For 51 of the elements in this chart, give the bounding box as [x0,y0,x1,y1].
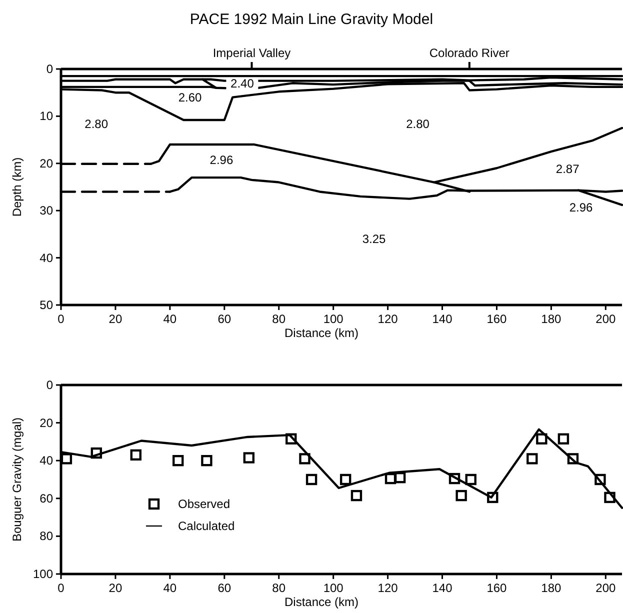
y-tick-label: 20 [40,156,54,170]
x-tick-label: 100 [323,312,344,326]
y-tick-label: 60 [40,491,54,506]
legend-label: Observed [178,497,230,511]
x-tick-label: 200 [596,312,616,326]
y-tick-label: 80 [40,529,54,544]
x-tick-label: 140 [432,581,453,595]
y-tick-label: 40 [40,250,54,265]
y-tick-label: 100 [32,567,54,581]
x-tick-label: 20 [108,581,122,595]
annotation: 2.87 [556,162,580,176]
x-tick-label: 40 [163,312,177,326]
annotation: 2.80 [84,117,108,132]
x-tick-label: 0 [58,581,65,595]
x-tick-label: 180 [541,312,562,326]
y-tick-label: 20 [40,416,54,430]
y-tick-label: 30 [40,204,54,218]
x-tick-label: 160 [486,312,508,326]
text: Colorado River [429,46,510,60]
annotation: 2.80 [406,116,430,131]
annotation: 3.25 [362,232,386,246]
x-tick-label: 60 [218,581,232,595]
text: Imperial Valley [212,46,291,60]
x-tick-label: 0 [58,312,65,326]
y-axis-title: Depth (km) [10,157,24,217]
annotation: 2.40 [230,76,254,91]
y-axis-title: Bouguer Gravity (mgal) [10,417,24,542]
chart-title: PACE 1992 Main Line Gravity Model [190,11,434,28]
x-tick-label: 80 [272,581,286,595]
y-tick-label: 40 [40,454,54,468]
y-tick-label: 50 [40,298,54,312]
x-tick-label: 80 [272,312,286,326]
x-tick-label: 100 [323,581,344,595]
annotation: 2.96 [569,200,594,214]
annotation: 2.96 [210,153,234,168]
y-tick-label: 0 [46,378,54,392]
x-tick-label: 120 [378,312,398,326]
x-tick-label: 180 [541,581,562,595]
annotation: 2.60 [178,90,202,104]
x-tick-label: 140 [432,312,453,326]
y-tick-label: 0 [46,62,54,76]
x-axis-title: Distance (km) [284,326,359,340]
legend-label: Calculated [178,519,235,533]
y-tick-label: 10 [40,109,54,124]
x-tick-label: 20 [108,312,122,326]
x-tick-label: 120 [378,581,398,595]
x-tick-label: 40 [163,581,177,595]
x-tick-label: 200 [596,581,616,595]
x-axis-title: Distance (km) [284,595,359,609]
x-tick-label: 160 [486,581,508,595]
x-tick-label: 60 [218,312,232,326]
